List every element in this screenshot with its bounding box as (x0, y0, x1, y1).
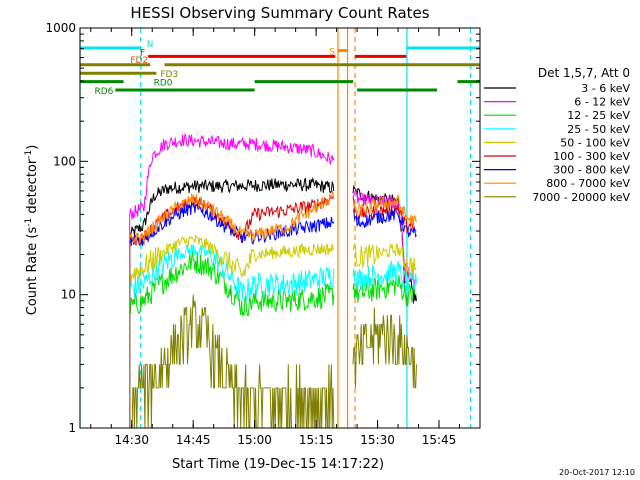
series-line-8 (129, 294, 417, 429)
legend-label-2: 12 - 25 keV (567, 109, 630, 122)
flag-label-rd0: RD0 (154, 79, 173, 89)
timestamp-label: 20-Oct-2017 12:10 (559, 468, 635, 477)
legend-title: Det 1,5,7, Att 0 (538, 66, 630, 80)
legend-label-8: 7000 - 20000 keV (532, 191, 630, 204)
flag-label-s: S (329, 48, 335, 58)
flag-label-f: F (140, 48, 145, 58)
flag-label-rd6: RD6 (94, 87, 113, 97)
y-tick-label-2: 100 (53, 154, 76, 168)
y-tick-label-3: 1000 (45, 21, 76, 35)
flag-label-fd3: FD3 (160, 70, 178, 80)
series-line-2 (129, 250, 417, 428)
y-tick-label-0: 1 (68, 421, 76, 435)
x-tick-label-1: 14:45 (176, 433, 211, 447)
series-lines (129, 132, 417, 429)
legend-label-5: 100 - 300 keV (553, 150, 630, 163)
flag-label-n: N (147, 40, 154, 50)
legend-label-1: 6 - 12 keV (574, 96, 630, 109)
series-line-6 (129, 201, 417, 428)
series-line-4 (129, 234, 417, 428)
x-tick-label-5: 15:45 (422, 433, 457, 447)
x-tick-label-4: 15:30 (360, 433, 395, 447)
x-axis-label: Start Time (19-Dec-15 14:17:22) (172, 457, 384, 472)
axes: 14:30 14:45 15:00 15:15 15:30 15:45 1 10 100 1000 (45, 21, 481, 447)
series-line-7 (129, 189, 417, 428)
y-tick-label-1: 10 (61, 288, 76, 302)
y-axis-label: Count Rate (s-1 detector-1) (24, 145, 40, 316)
x-tick-label-0: 14:30 (114, 433, 149, 447)
series-line-1 (129, 132, 415, 428)
flag-label-fd2: FD2 (130, 56, 148, 66)
legend-label-3: 25 - 50 keV (567, 123, 630, 136)
chart-title: HESSI Observing Summary Count Rates (130, 4, 429, 22)
legend-label-6: 300 - 800 keV (553, 164, 630, 177)
legend-label-7: 800 - 7000 keV (546, 177, 630, 190)
plot-frame (79, 27, 481, 429)
x-tick-label-2: 15:00 (237, 433, 272, 447)
x-tick-label-3: 15:15 (299, 433, 334, 447)
legend-label-0: 3 - 6 keV (581, 82, 630, 95)
legend-label-4: 50 - 100 keV (560, 136, 630, 149)
